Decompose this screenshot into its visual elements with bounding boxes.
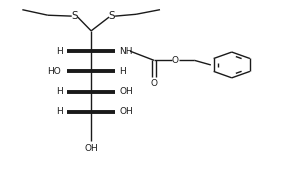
Text: O: O bbox=[150, 79, 157, 88]
Text: S: S bbox=[109, 11, 115, 21]
Text: O: O bbox=[172, 56, 178, 65]
Text: S: S bbox=[71, 11, 78, 21]
Text: OH: OH bbox=[120, 107, 133, 117]
Text: H: H bbox=[56, 87, 63, 96]
Text: OH: OH bbox=[84, 144, 98, 153]
Text: H: H bbox=[56, 107, 63, 117]
Text: H: H bbox=[120, 67, 126, 76]
Text: OH: OH bbox=[120, 87, 133, 96]
Text: HO: HO bbox=[47, 67, 61, 76]
Text: H: H bbox=[56, 47, 63, 56]
Text: NH: NH bbox=[120, 47, 133, 56]
